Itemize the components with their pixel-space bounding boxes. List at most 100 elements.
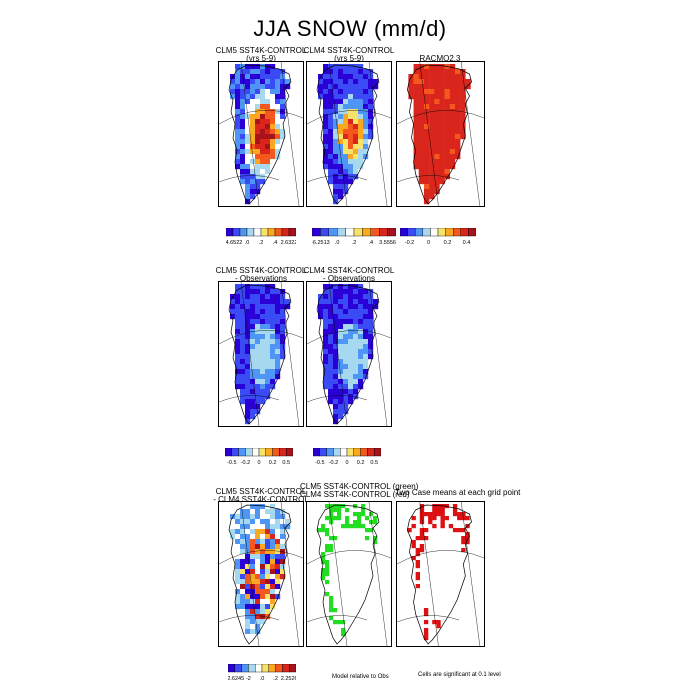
grid-cell [250,389,256,395]
grid-cell [343,109,349,115]
colorbar-clm5-minus-clm4: -2.6245-2.0.22.2526 [225,663,298,682]
significant-cell [329,604,334,609]
grid-cell [285,79,291,85]
grid-cell [235,139,241,145]
grid-cell [250,344,256,350]
grid-cell [368,349,374,355]
colorbar-swatch [241,663,249,673]
grid-cell [255,304,261,310]
grid-cell [250,339,256,345]
grid-cell [255,349,261,355]
grid-cell [449,139,456,145]
grid-cell [250,509,256,515]
grid-cell [235,309,241,315]
grid-cell [245,399,251,405]
grid-cell [235,379,241,385]
grid-cell [255,119,261,125]
colorbar-label: 0.2 [269,460,277,466]
grid-cell [460,104,466,110]
grid-cell [363,139,369,145]
grid-cell [270,584,276,590]
grid-cell [333,369,339,375]
significant-cell [361,504,366,509]
colorbar-swatch [414,227,423,237]
grid-cell [265,289,271,295]
grid-cell [265,304,271,310]
grid-cell [265,544,271,550]
grid-cell [343,149,349,155]
grid-cell [434,94,440,100]
grid-cell [260,524,266,530]
grid-cell [250,89,256,95]
significant-cell [333,504,338,509]
grid-cell [333,334,339,340]
grid-cell [240,594,246,600]
grid-cell [328,64,334,70]
grid-cell [240,574,246,580]
grid-cell [275,139,281,145]
grid-cell [250,519,256,525]
grid-cell [373,84,379,90]
grid-cell [245,349,251,355]
grid-cell [245,329,251,335]
grid-cell [260,314,266,320]
grid-cell [333,289,339,295]
grid-cell [265,354,271,360]
significant-cell [373,516,378,521]
significant-cell [436,624,441,629]
grid-cell [255,504,261,510]
grid-cell [270,139,276,145]
grid-cell [423,164,430,170]
grid-cell [275,589,281,595]
grid-cell [245,599,251,605]
significant-cell [365,516,370,521]
grid-cell [328,304,334,310]
grid-cell [368,289,374,295]
grid-cell [429,99,435,105]
graticule-line [307,550,391,565]
grid-cell [250,619,256,625]
grid-cell [363,124,369,130]
grid-cell [413,164,419,170]
grid-cell [455,99,461,105]
grid-cell [270,564,276,570]
significant-cell [357,520,362,525]
grid-cell [245,354,251,360]
grid-cell [250,104,256,110]
grid-cell [275,79,281,85]
grid-cell [444,129,451,135]
grid-cell [434,89,440,95]
significant-cell [457,528,462,533]
grid-cell [250,594,256,600]
grid-cell [280,99,286,105]
graticule-line [397,615,460,623]
grid-cell [449,129,456,135]
grid-cell [280,104,286,110]
grid-cell [255,184,261,190]
grid-cell [250,319,256,325]
grid-cell [260,514,266,520]
grid-cell [358,64,364,70]
grid-cell [280,299,286,305]
grid-cell [245,594,251,600]
grid-cell [333,344,339,350]
grid-cell [423,169,430,175]
footnote-model-relative: Model relative to Obs [332,674,389,680]
grid-cell [260,599,266,605]
grid-cell [250,539,256,545]
grid-cell [343,94,349,100]
grid-cell [338,184,344,190]
grid-cell [353,334,359,340]
grid-cell [245,99,251,105]
significant-cell [361,524,366,529]
grid-cell [429,149,435,155]
grid-cell [418,139,425,145]
grid-cell [270,519,276,525]
grid-cell [368,354,374,360]
grid-cell [275,539,281,545]
grid-cell [449,119,456,125]
grid-cell [240,369,246,375]
grid-cell [348,369,354,375]
grid-cell [240,344,246,350]
grid-cell [250,409,256,415]
